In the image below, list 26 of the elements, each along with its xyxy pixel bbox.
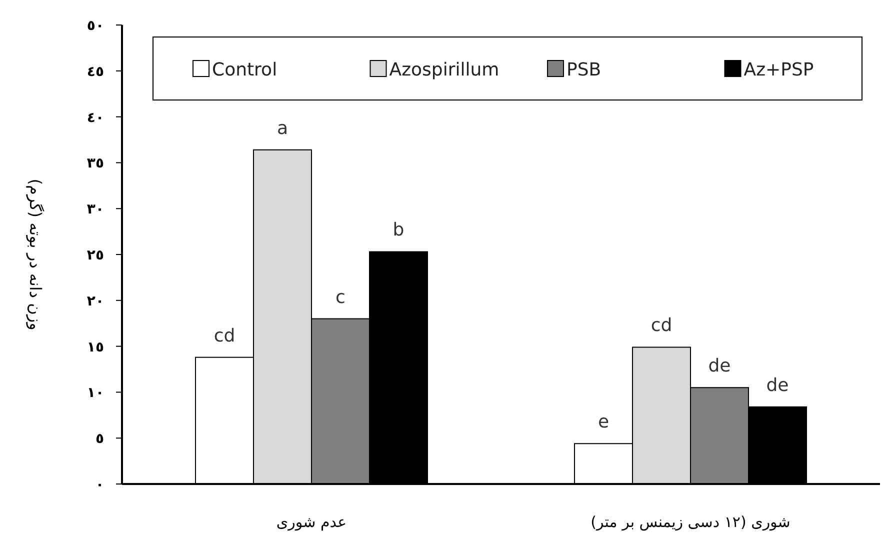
data-label: cd xyxy=(214,325,236,346)
y-tick-label: ٠ xyxy=(95,477,104,493)
y-tick-label: ٥ xyxy=(95,431,104,448)
y-axis-title: وزن دانه در بوته (گرم) xyxy=(26,178,45,330)
legend-label: PSB xyxy=(566,60,602,80)
y-tick-label: ٢٥ xyxy=(86,248,104,264)
y-tick-label: ٣٥ xyxy=(86,156,104,172)
data-label: de xyxy=(708,356,731,377)
y-tick-label: ٣٠ xyxy=(86,202,104,218)
x-tick-label: شوری (١٢ دسی زیمنس بر متر) xyxy=(590,513,790,531)
data-label: c xyxy=(336,286,346,308)
x-tick-label: عدم شوری xyxy=(276,513,347,531)
y-tick-label: ٥٠ xyxy=(86,18,104,34)
y-tick-label: ١٥ xyxy=(86,339,104,356)
y-tick-label: ٢٠ xyxy=(86,293,104,310)
legend-label: Az+PSP xyxy=(744,60,814,80)
data-label: e xyxy=(598,412,610,433)
legend-label: Control xyxy=(212,60,278,80)
y-tick-label: ٤٥ xyxy=(86,64,104,80)
data-label: de xyxy=(766,374,789,396)
legend-label: Azospirillum xyxy=(389,60,500,80)
data-label: a xyxy=(276,118,288,139)
data-label: b xyxy=(392,220,404,241)
y-tick-label: ٤٠ xyxy=(86,110,104,126)
data-label: cd xyxy=(650,315,672,336)
y-tick-label: ١٠ xyxy=(86,385,104,402)
